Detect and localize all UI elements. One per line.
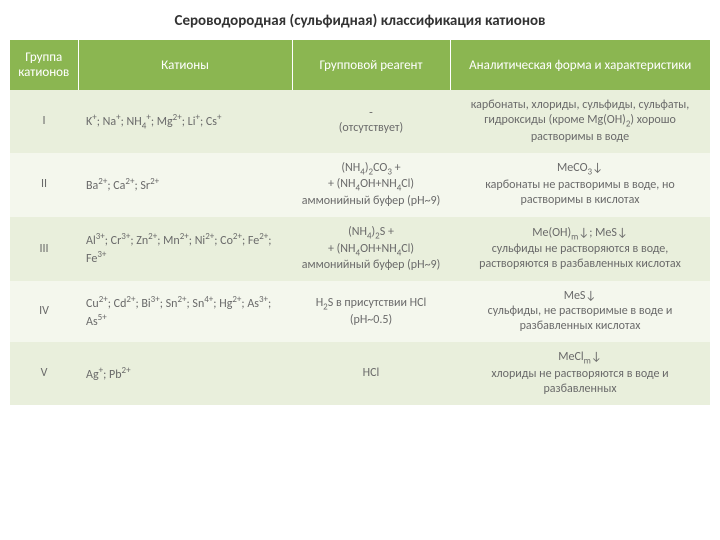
td-reagent: (NH4)2CO3 ++ (NH4OH+NH4Cl) аммонийный бу… [292, 153, 450, 217]
td-form: карбонаты, хлориды, сульфиды, сульфаты, … [450, 90, 710, 153]
table-header-row: Группа катионов Катионы Групповой реаген… [10, 40, 710, 90]
th-reagent: Групповой реагент [292, 40, 450, 90]
td-reagent: -(отсутствует) [292, 90, 450, 153]
td-form: Me(OH)m↓; MeS↓сульфиды не растворяются в… [450, 217, 710, 281]
td-cations: Cu2+; Cd2+; Bi3+; Sn2+; Sn4+; Hg2+; As3+… [78, 281, 292, 342]
td-reagent: HCl [292, 342, 450, 405]
td-group: II [10, 153, 78, 217]
td-cations: Ba2+; Ca2+; Sr2+ [78, 153, 292, 217]
td-cations: Al3+; Cr3+; Zn2+; Mn2+; Ni2+; Co2+; Fe2+… [78, 217, 292, 281]
table-row: VAg+; Pb2+HClMeClm↓хлориды не растворяют… [10, 342, 710, 405]
td-cations: Ag+; Pb2+ [78, 342, 292, 405]
td-form: MeClm↓хлориды не растворяются в воде и р… [450, 342, 710, 405]
table-body: IK+; Na+; NH4+; Mg2+; Li+; Cs+-(отсутств… [10, 90, 710, 405]
table-row: IIIAl3+; Cr3+; Zn2+; Mn2+; Ni2+; Co2+; F… [10, 217, 710, 281]
td-form: MeCO3↓карбонаты не растворимы в воде, но… [450, 153, 710, 217]
th-form: Аналитическая форма и характеристики [450, 40, 710, 90]
td-reagent: H2S в присутствии HCl (pH~0.5) [292, 281, 450, 342]
page-title: Сероводородная (сульфидная) классификаци… [0, 0, 720, 40]
table-row: IIBa2+; Ca2+; Sr2+(NH4)2CO3 ++ (NH4OH+NH… [10, 153, 710, 217]
table-row: IK+; Na+; NH4+; Mg2+; Li+; Cs+-(отсутств… [10, 90, 710, 153]
classification-table: Группа катионов Катионы Групповой реаген… [10, 40, 710, 405]
td-group: V [10, 342, 78, 405]
td-cations: K+; Na+; NH4+; Mg2+; Li+; Cs+ [78, 90, 292, 153]
td-reagent: (NH4)2S ++ (NH4OH+NH4Cl) аммонийный буфе… [292, 217, 450, 281]
table-row: IVCu2+; Cd2+; Bi3+; Sn2+; Sn4+; Hg2+; As… [10, 281, 710, 342]
td-form: MeS↓сульфиды, не растворимые в воде и ра… [450, 281, 710, 342]
td-group: IV [10, 281, 78, 342]
td-group: I [10, 90, 78, 153]
th-group: Группа катионов [10, 40, 78, 90]
th-cations: Катионы [78, 40, 292, 90]
td-group: III [10, 217, 78, 281]
